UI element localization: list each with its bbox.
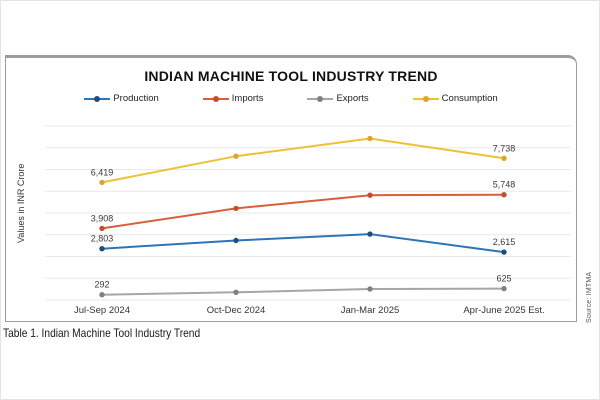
legend-item-imports: Imports (202, 93, 264, 104)
legend-label: Exports (336, 93, 369, 104)
data-point-marker (367, 135, 373, 142)
x-axis-tick-label: Oct-Dec 2024 (207, 305, 266, 316)
data-point-marker (367, 231, 373, 237)
data-point-marker (501, 285, 507, 292)
y-axis-title: Values in INR Crore (16, 163, 26, 243)
data-point-label: 7,738 (493, 143, 516, 153)
series-line-exports (101, 287, 505, 296)
data-point-label: 2,615 (493, 237, 516, 247)
chart-title: INDIAN MACHINE TOOL INDUSTRY TREND (144, 68, 438, 84)
data-point-marker (233, 237, 239, 244)
figure-caption: Table 1. Indian Machine Tool Industry Tr… (3, 326, 201, 340)
legend-item-production: Production (84, 93, 159, 104)
x-axis-tick-label: Jan-Mar 2025 (341, 305, 400, 316)
data-point-label: 3,908 (91, 213, 114, 223)
chart-legend: Production Imports Exports Consumption (6, 93, 576, 104)
data-point-label: 6,419 (91, 167, 114, 177)
data-point-marker (99, 225, 105, 232)
legend-label: Imports (231, 93, 264, 104)
legend-item-consumption: Consumption (412, 93, 498, 104)
data-point-marker (501, 155, 507, 161)
source-note: Source: IMTMA (586, 271, 593, 323)
data-point-marker (367, 286, 373, 292)
data-point-label: 5,748 (493, 180, 516, 190)
chart-container: INDIAN MACHINE TOOL INDUSTRY TREND Produ… (5, 55, 577, 322)
series-line-imports (101, 193, 505, 230)
legend-line-marker-icon (307, 95, 334, 102)
data-point-marker (99, 179, 105, 186)
data-point-marker (501, 249, 507, 255)
series-line-production (101, 233, 505, 254)
legend-line-marker-icon (412, 95, 439, 102)
x-axis-tick-label: Apr-June 2025 Est. (463, 305, 544, 316)
x-axis-tick-label: Jul-Sep 2024 (74, 305, 130, 316)
data-point-label: 292 (94, 280, 109, 290)
data-point-marker (99, 292, 105, 298)
data-point-marker (233, 153, 239, 159)
legend-label: Production (113, 93, 159, 104)
data-point-marker (233, 289, 239, 295)
legend-line-marker-icon (84, 95, 111, 102)
data-point-label: 2,803 (91, 234, 114, 244)
data-point-marker (233, 205, 239, 212)
legend-item-exports: Exports (307, 93, 369, 104)
data-point-label: 625 (496, 274, 511, 284)
legend-label: Consumption (441, 93, 498, 104)
chart-plot: 2,803 2,615 3,908 5,748 292 625 6,419 7,738 Jul-… (45, 125, 571, 316)
legend-line-marker-icon (202, 95, 229, 102)
data-point-marker (367, 192, 373, 198)
series-line-consumption (101, 137, 505, 184)
data-point-marker (501, 192, 507, 198)
data-point-marker (99, 246, 105, 252)
